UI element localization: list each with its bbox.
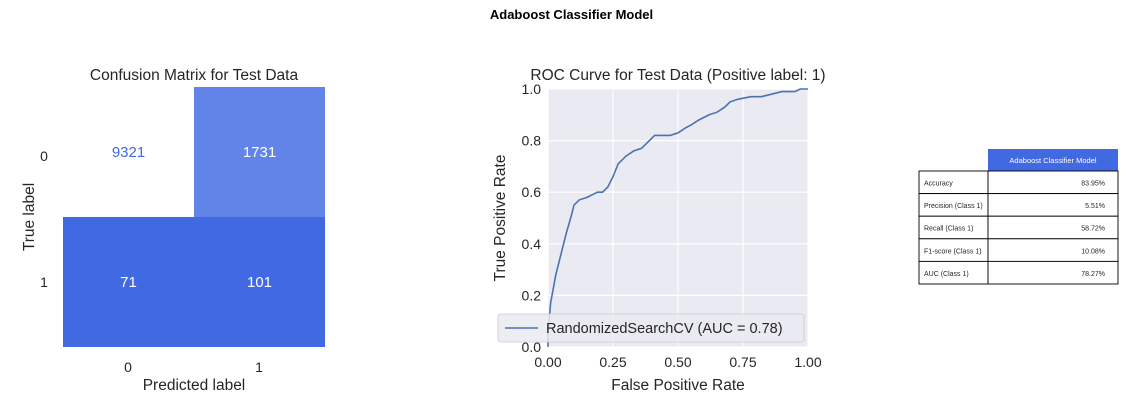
roc-y-tick: 0.4 xyxy=(522,236,542,252)
table-row-value: 10.08% xyxy=(1081,248,1105,255)
roc-x-tick: 1.00 xyxy=(794,354,821,370)
roc-y-tick: 0.0 xyxy=(522,339,542,355)
cm-cell xyxy=(194,217,325,347)
legend-label: RandomizedSearchCV (AUC = 0.78) xyxy=(546,321,783,337)
roc-y-tick: 0.2 xyxy=(522,287,542,303)
table-row-label: Precision (Class 1) xyxy=(924,203,983,210)
cm-cell xyxy=(194,87,325,217)
cm-col-tick-0: 0 xyxy=(124,359,132,375)
roc-legend: RandomizedSearchCV (AUC = 0.78) xyxy=(497,313,805,343)
table-row-label: AUC (Class 1) xyxy=(924,271,969,278)
legend-box xyxy=(497,313,805,343)
cm-col-tick-1: 1 xyxy=(255,359,263,375)
cm-row-tick-0: 0 xyxy=(40,148,48,164)
confusion-matrix-title: Confusion Matrix for Test Data xyxy=(90,67,299,84)
roc-y-tick: 0.6 xyxy=(522,184,542,200)
table-row-value: 58.72% xyxy=(1081,226,1105,233)
metrics-table: Adaboost Classifier Model Accuracy 83.95%… xyxy=(918,149,1119,285)
roc-y-tick: 1.0 xyxy=(522,81,542,97)
roc-x-tick: 0.25 xyxy=(599,354,626,370)
table-row-value: 78.27% xyxy=(1081,271,1105,278)
cm-x-axis-label: Predicted label xyxy=(143,377,246,394)
roc-curve-line xyxy=(547,88,808,347)
table-header-label: Adaboost Classifier Model xyxy=(1009,156,1096,165)
roc-x-axis-label: False Positive Rate xyxy=(611,377,745,394)
table-row-label: Recall (Class 1) xyxy=(924,226,973,233)
table-header-cell xyxy=(988,149,1118,171)
roc-y-axis-label: True Positive Rate xyxy=(492,155,509,282)
roc-plot: ROC Curve for Test Data (Positive label:… xyxy=(492,67,826,394)
cm-y-axis-label: True label xyxy=(21,183,38,251)
table-row-value: 5.51% xyxy=(1085,203,1105,210)
roc-x-tick: 0.75 xyxy=(729,354,756,370)
cm-cell xyxy=(63,87,194,217)
cm-cell-value: 1731 xyxy=(243,144,276,161)
roc-x-tick: 0.00 xyxy=(534,354,561,370)
cm-row-tick-1: 1 xyxy=(40,274,48,290)
roc-x-tick: 0.50 xyxy=(664,354,691,370)
roc-y-tick: 0.8 xyxy=(522,133,542,149)
figure-title: Adaboost Classifier Model xyxy=(489,7,654,22)
table-row-label: Accuracy xyxy=(924,181,953,188)
cm-cell-value: 101 xyxy=(247,274,272,291)
cm-cell-value: 71 xyxy=(120,274,137,291)
table-row-label: F1-score (Class 1) xyxy=(924,248,982,255)
table-row-value: 83.95% xyxy=(1081,181,1105,188)
cm-cell xyxy=(63,217,194,347)
confusion-matrix: Confusion Matrix for Test Data 9321 1731 7… xyxy=(21,67,325,394)
cm-cell-value: 9321 xyxy=(112,144,145,161)
roc-title: ROC Curve for Test Data (Positive label:… xyxy=(530,67,825,84)
table-value-cell xyxy=(987,260,1119,285)
